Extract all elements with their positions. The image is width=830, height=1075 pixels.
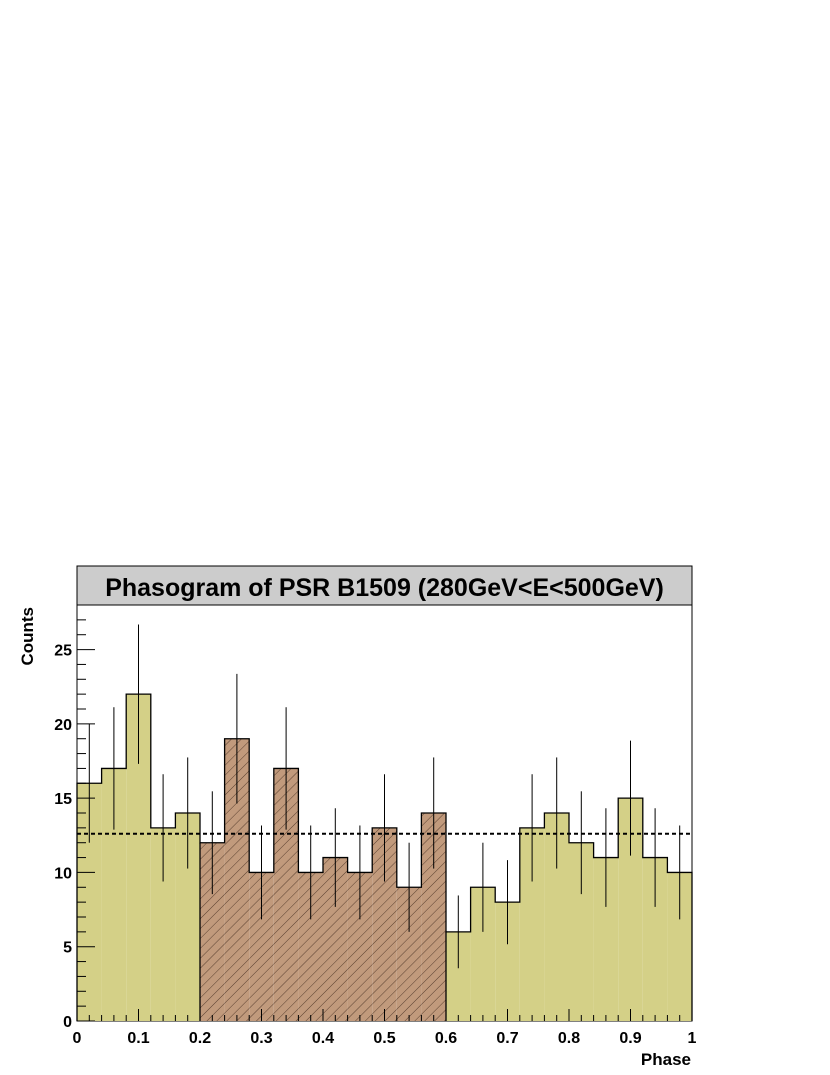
x-tick-label: 0.5 [373, 1030, 395, 1047]
x-tick-label: 0.2 [189, 1030, 211, 1047]
y-tick-label: 20 [54, 717, 72, 734]
x-tick-label: 0.1 [127, 1030, 149, 1047]
title-box [76, 565, 693, 606]
x-tick-label: 0 [73, 1030, 82, 1047]
y-tick-label: 15 [54, 791, 72, 808]
y-tick-label: 5 [63, 940, 72, 957]
y-tick-label: 0 [63, 1014, 72, 1031]
x-tick-label: 0.4 [312, 1030, 334, 1047]
x-tick-label: 0.3 [250, 1030, 272, 1047]
y-tick-label: 10 [54, 865, 72, 882]
x-tick-label: 0.6 [435, 1030, 457, 1047]
chart-title: Phasogram of PSR B1509 (280GeV<E<500GeV) [105, 574, 664, 602]
histogram-outline [76, 693, 693, 1021]
y-tick-label: 25 [54, 643, 72, 660]
x-tick-label: 0.7 [496, 1030, 518, 1047]
y-axis-label: Counts [18, 607, 37, 666]
x-tick-label: 0.8 [558, 1030, 580, 1047]
x-axis-label: Phase [641, 1050, 691, 1069]
x-tick-label: 1 [688, 1030, 697, 1047]
x-tick-label: 0.9 [619, 1030, 641, 1047]
